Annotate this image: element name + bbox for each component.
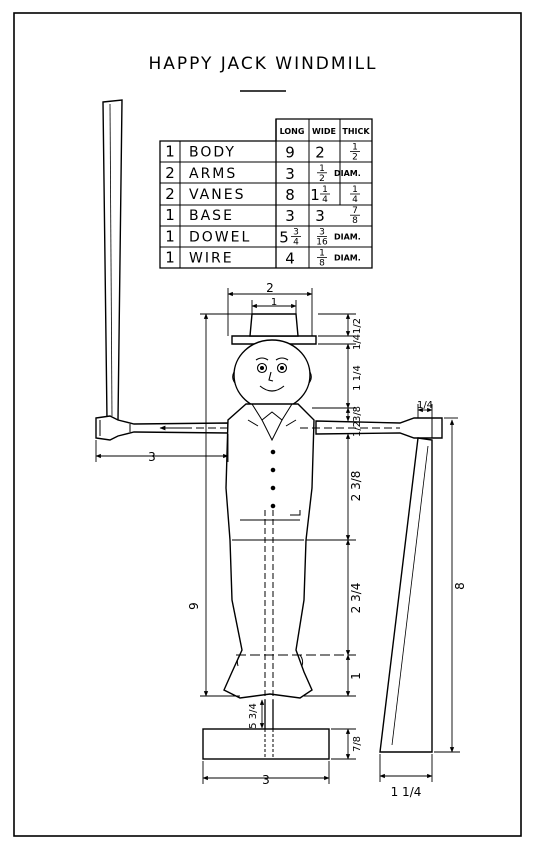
dim-dowel-length: 5 3/4 [248, 703, 259, 729]
row-thick-num: 7 [352, 206, 358, 216]
right-vane [379, 437, 433, 753]
row-thick-den: 4 [352, 195, 358, 205]
header-long: LONG [280, 127, 305, 136]
dim-hat-height: 1/2 [352, 318, 363, 334]
row-long-frac-den: 4 [293, 237, 299, 247]
dim-arm-length: 3 [148, 450, 156, 464]
row-wide-frac-num: 1 [319, 249, 325, 259]
row-qty: 1 [165, 249, 175, 267]
base-block [202, 728, 330, 760]
row-wide-frac-num: 3 [319, 227, 325, 237]
dim-feet: 1 [349, 672, 363, 680]
row-wide-frac-num: 1 [322, 185, 328, 195]
dim-torso: 2 3/8 [349, 471, 363, 502]
row-long: 5 [279, 228, 289, 246]
row-part: ARMS [189, 166, 237, 182]
dim-hat-top: 1 [271, 297, 277, 308]
row-thick: DIAM. [334, 169, 361, 178]
row-qty: 1 [165, 143, 175, 161]
row-long-frac-num: 3 [293, 227, 299, 237]
dim-base-thickness: 7/8 [352, 736, 363, 752]
row-qty: 2 [165, 164, 175, 182]
clothing-details [232, 403, 304, 667]
dim-base-width: 3 [262, 773, 270, 787]
dim-arm-lower: 1/2 [352, 421, 363, 437]
dim-head-height: 1 1/4 [352, 365, 363, 391]
row-part: BASE [189, 208, 234, 224]
row-long: 3 [285, 165, 295, 183]
row-part: VANES [189, 187, 245, 203]
row-thick-num: 1 [352, 185, 358, 195]
row-wide-frac-den: 16 [316, 237, 328, 247]
dim-hat-width: 2 [266, 281, 274, 295]
row-wide-frac-den: 2 [319, 174, 325, 184]
row-wide-frac-den: 8 [319, 259, 325, 269]
row-thick: DIAM. [334, 254, 361, 263]
row-wide: 2 [315, 144, 325, 162]
dim-vane-tip: 1/4 [417, 400, 433, 411]
row-long: 3 [285, 207, 295, 225]
dim-vane-width: 1 1/4 [391, 785, 422, 799]
dim-legs: 2 3/4 [349, 583, 363, 614]
row-thick-den: 8 [352, 216, 358, 226]
dim-hat-brim: 1/4 [352, 334, 363, 350]
header-thick: THICK [342, 127, 370, 136]
left-vane [102, 99, 123, 421]
sheet-border [13, 12, 522, 837]
row-part: BODY [189, 145, 236, 161]
row-qty: 1 [165, 227, 175, 245]
row-part: WIRE [189, 251, 234, 267]
row-part: DOWEL [189, 229, 251, 245]
figure-body [223, 313, 317, 699]
row-thick: DIAM. [334, 232, 361, 241]
row-qty: 1 [165, 206, 175, 224]
dim-arm-width: 3/8 [352, 406, 363, 422]
row-thick-num: 1 [352, 143, 358, 153]
row-wide-frac-num: 1 [319, 164, 325, 174]
row-wide: 1 [310, 186, 320, 204]
row-qty: 2 [165, 185, 175, 203]
row-wide-frac-den: 4 [322, 195, 328, 205]
row-wide: 3 [315, 207, 325, 225]
dim-vane-length: 8 [453, 582, 467, 590]
page-title: HAPPY JACK WINDMILL [148, 54, 377, 74]
header-wide: WIDE [312, 127, 336, 136]
row-long: 8 [285, 186, 295, 204]
right-arm [300, 417, 443, 439]
dim-body-height: 9 [187, 602, 201, 610]
face [232, 357, 312, 392]
row-long: 9 [285, 144, 295, 162]
row-long: 4 [285, 250, 295, 268]
row-thick-den: 2 [352, 153, 358, 163]
dimension-lines [95, 288, 460, 784]
materials-table [159, 118, 373, 269]
